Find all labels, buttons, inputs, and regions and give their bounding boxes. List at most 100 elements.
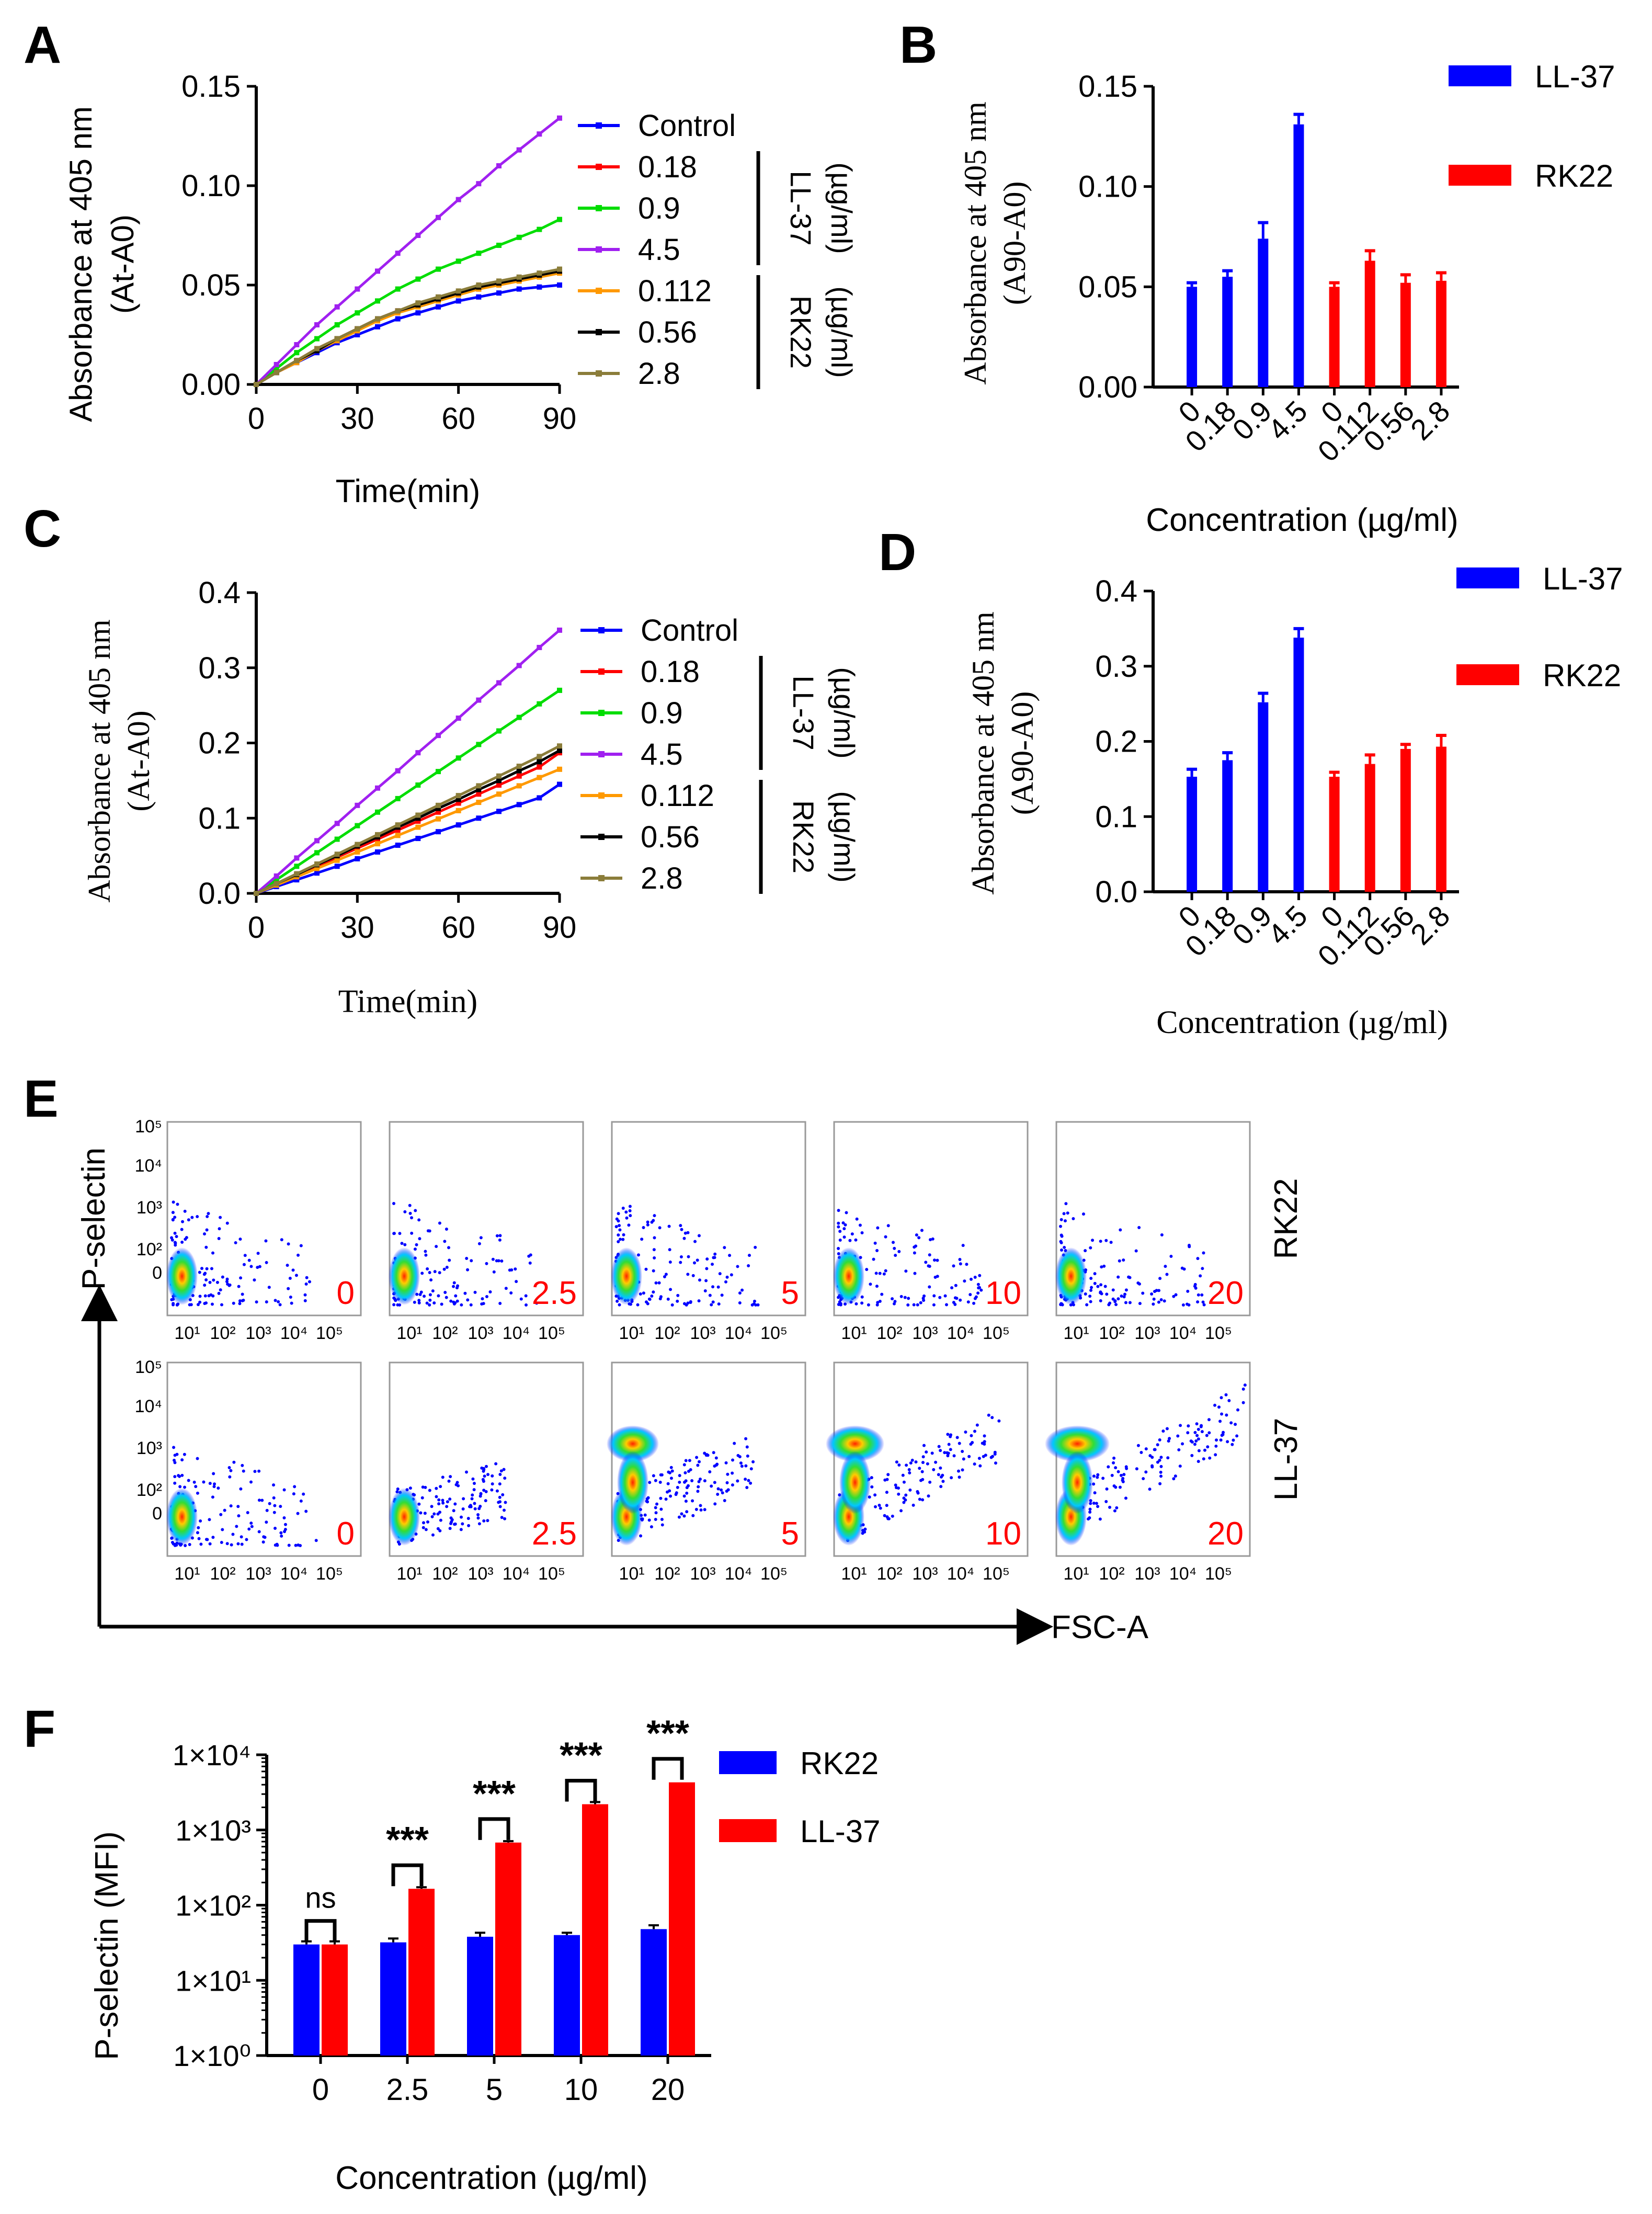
flow-event-dot (627, 1223, 631, 1227)
flow-event-dot (1197, 1427, 1200, 1431)
flow-event-dot (738, 1301, 742, 1305)
flow-event-dot (731, 1458, 735, 1462)
flow-x-tick-label: 10¹ (619, 1323, 644, 1343)
panel-b-y-tick-label: 0.10 (1078, 170, 1137, 204)
flow-event-dot (297, 1543, 300, 1547)
flow-event-dot (174, 1243, 177, 1247)
flow-event-dot (1225, 1413, 1228, 1417)
panel-b-bar (1187, 287, 1198, 387)
flow-event-dot (502, 1468, 506, 1471)
flow-x-tick-label: 10⁵ (1205, 1564, 1232, 1584)
flow-event-dot (196, 1531, 199, 1535)
flow-event-dot (1111, 1297, 1115, 1301)
flow-event-dot (617, 1233, 620, 1237)
flow-event-dot (466, 1298, 470, 1302)
flow-event-dot (519, 1297, 523, 1301)
panel-a-data-point (314, 346, 320, 351)
panel-f-y-tick-label: 1×10⁴ (173, 1739, 251, 1772)
panel-a-group-label: RK22 (784, 296, 817, 369)
flow-event-dot (472, 1488, 476, 1492)
flow-event-dot (723, 1498, 726, 1502)
flow-event-dot (445, 1505, 449, 1508)
flow-event-dot (855, 1217, 859, 1221)
panel-a-data-point (557, 266, 562, 272)
flow-event-dot (648, 1481, 652, 1484)
flow-event-dot (976, 1291, 980, 1295)
panel-d-bar (1222, 760, 1233, 892)
flow-event-dot (746, 1454, 749, 1458)
flow-event-dot (481, 1297, 484, 1301)
flow-event-dot (241, 1292, 244, 1296)
flow-event-dot (461, 1507, 465, 1511)
flow-x-tick-label: 10² (654, 1564, 680, 1584)
panel-c-data-point (557, 747, 562, 753)
flow-event-dot (287, 1242, 290, 1246)
flow-event-dot (711, 1285, 715, 1289)
flow-event-dot (1134, 1249, 1138, 1253)
flow-event-dot (221, 1275, 224, 1279)
flow-event-dot (947, 1443, 951, 1446)
flow-event-dot (1174, 1293, 1178, 1297)
flow-x-tick-label: 10⁴ (947, 1323, 974, 1343)
flow-event-dot (1165, 1427, 1169, 1430)
flow-event-dot (704, 1279, 708, 1282)
flow-event-dot (486, 1519, 489, 1523)
flow-event-dot (274, 1299, 277, 1302)
flow-event-dot (1176, 1434, 1180, 1438)
flow-event-dot (1186, 1289, 1190, 1293)
flow-event-dot (441, 1475, 445, 1479)
flow-event-dot (265, 1261, 268, 1264)
flow-event-dot (498, 1234, 502, 1237)
panel-a-data-point (375, 316, 380, 322)
flow-event-dot (257, 1498, 261, 1502)
flow-event-dot (421, 1485, 425, 1489)
flow-event-dot (1181, 1303, 1185, 1307)
panel-c-data-point (496, 773, 502, 779)
flow-event-dot (713, 1256, 716, 1259)
panel-c-legend-label: 4.5 (641, 737, 683, 771)
panel-a-x-tick-label: 60 (441, 402, 475, 436)
panel-b-x-tick-label: 4.5 (1261, 394, 1314, 447)
panel-a-legend-label: 4.5 (638, 233, 680, 267)
flow-event-dot (1099, 1291, 1102, 1295)
panel-c-data-point (415, 819, 421, 824)
panel-c-data-point (375, 841, 380, 847)
flow-event-dot (215, 1280, 219, 1284)
flow-event-dot (299, 1244, 303, 1247)
flow-event-dot (1107, 1465, 1110, 1469)
panel-a-data-point (516, 147, 522, 153)
flow-event-dot (913, 1245, 916, 1249)
panel-c-data-point (334, 821, 340, 826)
flow-event-dot (1089, 1502, 1092, 1505)
panel-a-legend-label: 0.112 (638, 274, 712, 308)
flow-event-dot (860, 1301, 864, 1305)
flow-event-dot (912, 1303, 916, 1307)
flow-event-dot (987, 1413, 990, 1417)
flow-event-dot (241, 1463, 244, 1467)
flow-event-dot (726, 1472, 730, 1476)
flow-event-dot (932, 1258, 936, 1262)
flow-event-dot (535, 1301, 539, 1305)
flow-x-tick-label: 10² (654, 1323, 680, 1343)
flow-event-dot (1231, 1443, 1234, 1446)
flow-event-dot (314, 1539, 318, 1542)
flow-event-dot (217, 1291, 221, 1295)
flow-event-dot (865, 1268, 869, 1271)
flow-event-dot (204, 1245, 208, 1249)
panel-c-data-point (395, 827, 401, 833)
flow-event-dot (220, 1303, 224, 1307)
flow-event-dot (198, 1270, 201, 1274)
flow-x-tick-label: 10³ (690, 1323, 715, 1343)
flow-event-dot (203, 1302, 207, 1305)
flow-event-dot (297, 1253, 300, 1257)
flow-row-label: LL-37 (1268, 1418, 1304, 1501)
flow-event-dot (686, 1273, 690, 1276)
flow-event-dot (921, 1478, 925, 1481)
flow-event-dot (920, 1229, 924, 1232)
flow-event-dot (668, 1248, 671, 1252)
flow-event-dot (895, 1460, 898, 1464)
flow-event-dot (927, 1494, 930, 1498)
flow-event-dot (1115, 1506, 1119, 1509)
panel-c-data-point (455, 797, 461, 802)
